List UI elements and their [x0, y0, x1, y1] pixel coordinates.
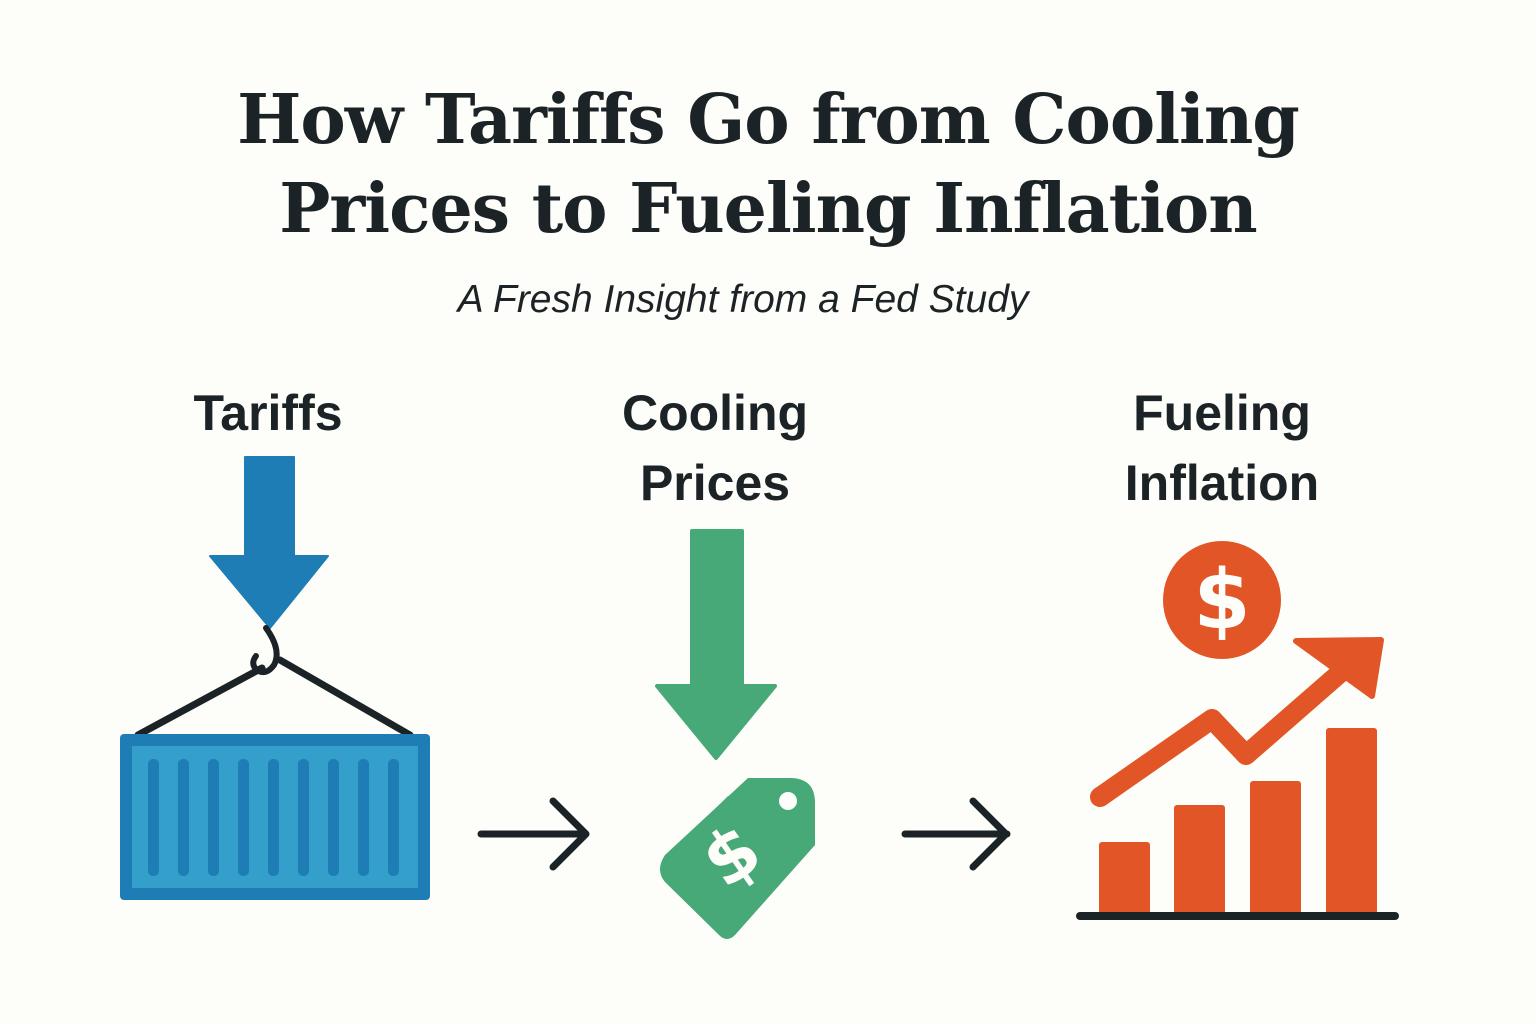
step-label-tariffs: Tariffs [118, 378, 418, 448]
rising-bar-chart-icon: $ [1076, 541, 1399, 920]
step-label-line: Fueling [1133, 385, 1311, 441]
svg-text:$: $ [1193, 553, 1250, 648]
step-label-line: Cooling [621, 385, 809, 441]
price-tag-icon: $ [655, 529, 815, 939]
hook-icon [250, 625, 280, 676]
subtitle: A Fresh Insight from a Fed Study [457, 278, 1029, 321]
shipping-container-icon [120, 456, 430, 900]
trend-arrow-icon [1090, 663, 1350, 807]
step-label-line: Tariffs [193, 385, 343, 441]
title-line-1: How Tariffs Go from Cooling [237, 80, 1300, 160]
right-arrow-icon [477, 797, 590, 871]
dollar-coin-icon [1163, 541, 1281, 659]
right-arrow-icon [901, 797, 1011, 871]
down-arrow-icon [209, 456, 329, 629]
step-label-fueling-inflation: Fueling Inflation [1072, 378, 1372, 518]
step-label-line: Prices [639, 455, 791, 511]
title-line-2: Prices to Fueling Inflation [279, 169, 1257, 249]
down-arrow-icon [655, 529, 777, 760]
step-label-cooling-prices: Cooling Prices [565, 378, 865, 518]
step-label-line: Inflation [1124, 455, 1320, 511]
